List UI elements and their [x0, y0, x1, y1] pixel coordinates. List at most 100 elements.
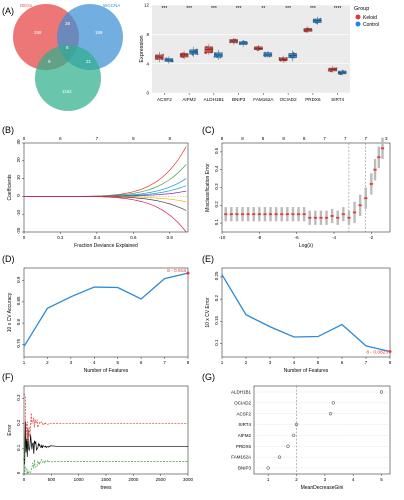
x-tick-label: 5 [317, 360, 320, 365]
x-axis-label: Fraction Deviance Explained [74, 243, 138, 249]
boxplot-point [289, 55, 291, 58]
gene-label: ALDH1B1 [231, 390, 252, 395]
top-tick-label: 7 [364, 136, 367, 141]
boxplot-point [319, 17, 322, 20]
x-tick-label: 0 [23, 235, 26, 240]
best-point [388, 350, 392, 354]
top-tick-label: 3 [385, 136, 388, 141]
boxplot-point [293, 52, 296, 55]
cv-point [235, 213, 239, 216]
boxplot-y-tick-label: 4 [146, 61, 149, 66]
boxplot-x-tick-label: OCIAD2 [280, 97, 298, 102]
x-tick-label: 3 [324, 477, 327, 482]
venn-region-mito: 1162 [62, 89, 72, 94]
boxplot-significance: *** [186, 6, 192, 12]
boxplot-y-tick-label: 8 [146, 32, 149, 37]
svm-error-chart: 1 2 3 4 5 6 7 8 0.1 0.15 0.2 0.25 Number of Features… [205, 267, 392, 374]
boxplot-point [315, 21, 317, 24]
boxplot-point [181, 55, 183, 58]
boxplot-point [214, 54, 217, 57]
x-tick-label: 0.6 [130, 235, 137, 240]
y-tick-label: 0.4 [214, 165, 219, 172]
boxplot-point [256, 49, 259, 51]
boxplot-point [260, 48, 263, 50]
cv-point [358, 204, 362, 207]
boxplot-legend-title: Group [354, 6, 369, 12]
y-tick-label: 0.2 [214, 201, 219, 208]
x-tick-label: 0.2 [57, 235, 64, 240]
boxplot-point [313, 19, 315, 21]
y-tick-label: 0.15 [214, 316, 219, 325]
boxplot-point [161, 58, 164, 61]
boxplot-point [194, 50, 197, 52]
venn-region-degs: 288 [34, 30, 42, 35]
boxplot-point [269, 55, 271, 58]
cv-point [246, 213, 250, 216]
boxplot-point [184, 53, 187, 56]
boxplot-point [168, 59, 171, 62]
coefficient-path [24, 178, 187, 197]
boxplot-point [316, 22, 319, 24]
boxplot-point [181, 52, 184, 54]
y-tick-label: 0 [16, 194, 21, 197]
x-tick-label: 2 [295, 477, 298, 482]
venn-label-mito: Mitochondria [57, 110, 83, 115]
boxplot-point [263, 54, 265, 56]
y-tick-label: 0 [16, 471, 21, 474]
boxplot-point [233, 41, 236, 44]
boxplot-point [293, 56, 296, 59]
boxplot-point [194, 52, 197, 55]
cv-point [347, 216, 351, 219]
y-axis-label: Error [7, 424, 13, 435]
venn-set-mito [35, 45, 101, 111]
y-tick-label: 0.85 [16, 296, 21, 305]
boxplot-point [165, 59, 168, 61]
boxplot-point [259, 48, 262, 51]
cv-point [229, 213, 233, 216]
y-tick-label: 0.1 [214, 218, 219, 225]
cv-line [23, 272, 189, 347]
boxplot-point [154, 58, 157, 60]
boxplot-point [204, 52, 206, 54]
top-tick-label: 0 [23, 136, 26, 141]
boxplot-point [196, 53, 199, 56]
boxplot-point [280, 60, 282, 62]
boxplot-point [267, 51, 270, 54]
boxplot-significance: *** [236, 6, 242, 12]
boxplot-point [182, 56, 185, 59]
x-tick-label: 7 [365, 360, 368, 365]
x-tick-label: -2 [369, 235, 373, 240]
gene-label: BNIP3 [238, 466, 252, 471]
boxplot-point [165, 57, 168, 60]
x-tick-label: 500 [48, 477, 56, 482]
boxplot-point [155, 55, 158, 57]
x-tick-label: 4 [293, 360, 296, 365]
boxplot-x-tick-label: ACSF2 [157, 97, 172, 102]
boxplot-point [210, 50, 213, 53]
gene-label: PRDX6 [236, 444, 252, 449]
cv-point [268, 213, 273, 216]
boxplot-point [229, 41, 231, 44]
lasso-cv-chart: -10 -8 -6 -4 -2 0.1 0.2 0.3 0.4 0.5 Log(λ) Misclass… [205, 136, 391, 249]
x-tick-label: 1000 [74, 477, 85, 482]
x-tick-label: 5 [380, 477, 383, 482]
y-tick-label: 20 [16, 157, 21, 163]
x-tick-label: 3 [70, 360, 73, 365]
boxplot-point [182, 54, 185, 57]
boxplot-point [341, 71, 344, 74]
top-tick-label: 8 [221, 136, 224, 141]
x-tick-label: 1 [221, 360, 224, 365]
x-axis-label: Number of Features [284, 368, 329, 374]
y-axis-label: Coefficients [7, 174, 13, 201]
y-tick-label: 0.1 [16, 444, 21, 451]
y-axis-label: Misclassification Error [205, 163, 211, 212]
gini-point [379, 390, 384, 394]
panel-label-f: (F) [2, 372, 14, 382]
boxplot-point [263, 51, 266, 54]
boxplot-point [256, 47, 259, 49]
boxplot-point [338, 73, 341, 75]
x-tick-label: 1 [23, 360, 26, 365]
boxplot-point [292, 54, 294, 57]
gini-point [294, 422, 299, 427]
cv-point [330, 215, 334, 217]
